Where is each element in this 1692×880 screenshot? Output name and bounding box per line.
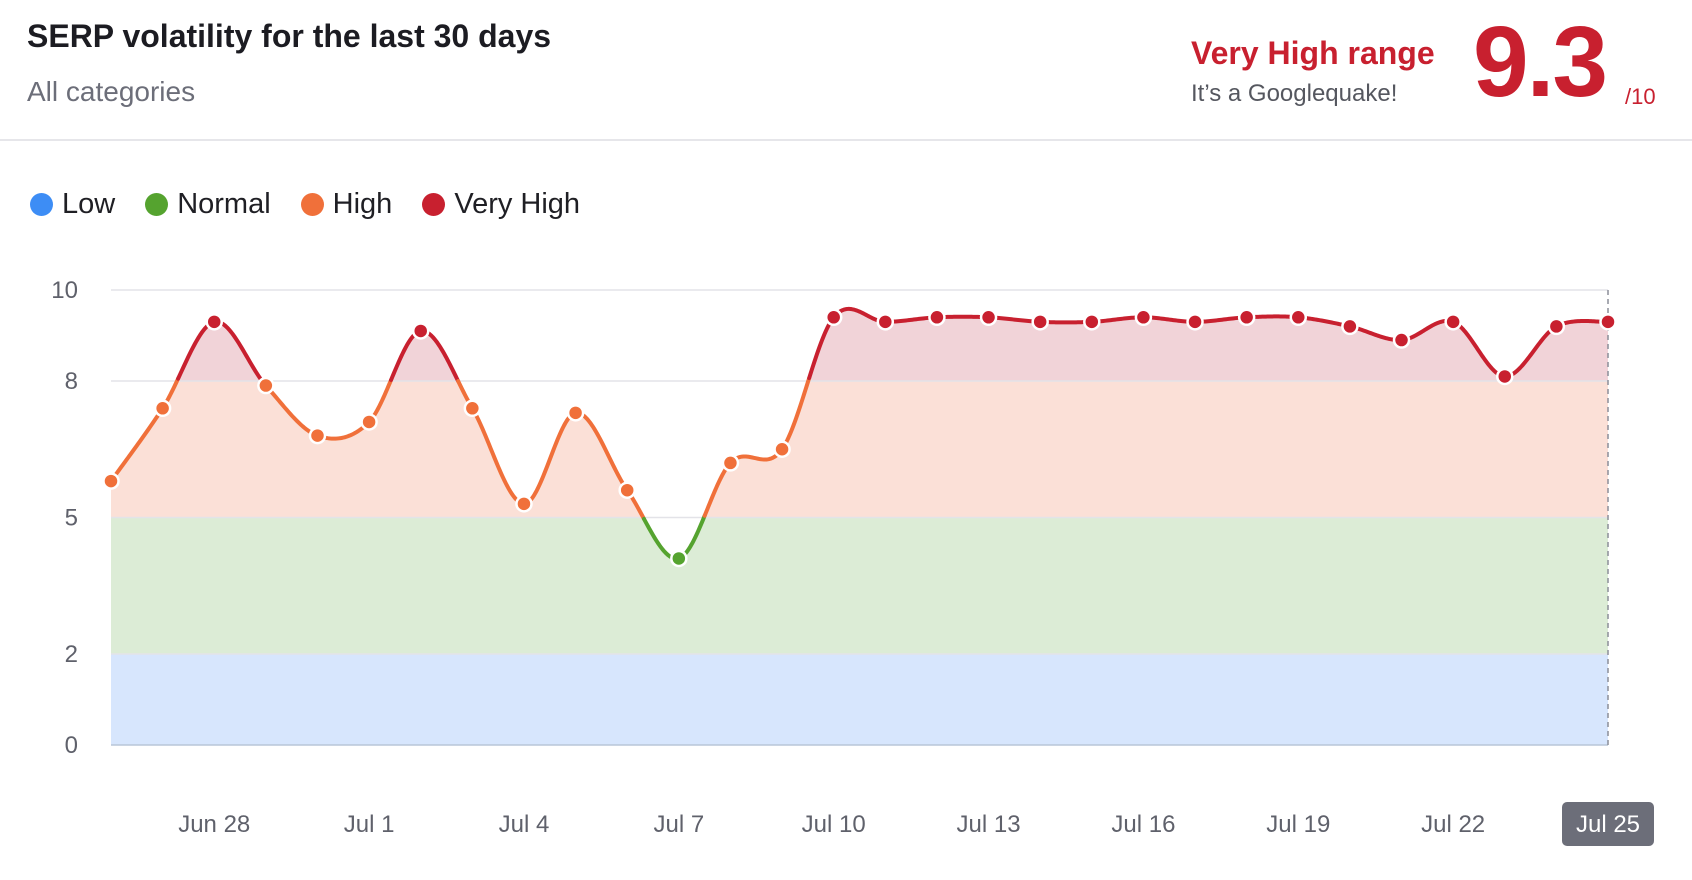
x-tick-label: Jul 4 — [499, 811, 550, 838]
legend-dot-normal-icon — [145, 193, 169, 216]
data-point — [979, 308, 998, 327]
x-tick-label: Jul 7 — [653, 811, 704, 838]
volatility-range-note: It’s a Googlequake! — [1191, 80, 1398, 107]
series-line-segment — [831, 306, 888, 324]
data-point — [1341, 317, 1359, 336]
data-point — [1392, 331, 1411, 349]
data-point — [721, 454, 740, 472]
data-point — [515, 495, 533, 513]
legend-item-low[interactable]: Low — [30, 188, 115, 221]
chart-legend: Low Normal High Very High — [30, 188, 610, 221]
data-point — [1547, 317, 1566, 336]
data-point — [308, 426, 327, 445]
data-point — [102, 472, 120, 490]
data-point — [1083, 313, 1101, 331]
x-tick-label: Jul 16 — [1111, 811, 1175, 838]
data-point — [1599, 313, 1617, 331]
data-point — [618, 481, 636, 499]
series-line-segment — [263, 383, 320, 438]
x-tick-label: Jun 28 — [178, 811, 250, 838]
legend-label-low: Low — [62, 188, 116, 220]
series-line-segment — [470, 406, 526, 506]
area-mask — [111, 270, 1608, 559]
highlighted-date-badge — [1562, 802, 1654, 846]
data-point — [153, 399, 172, 418]
series-line-segment — [573, 410, 630, 493]
data-point — [1289, 308, 1308, 327]
data-point — [463, 399, 482, 418]
series-line-segment — [315, 419, 372, 441]
data-point — [1444, 313, 1462, 331]
data-point — [411, 322, 430, 340]
data-point — [205, 313, 223, 331]
volatility-score: 9.3 — [1473, 6, 1608, 118]
category-filter-label: All categories — [27, 76, 196, 107]
band-normal — [111, 517, 1608, 654]
data-point — [257, 376, 275, 395]
series-line-segment — [1451, 319, 1507, 379]
data-point — [876, 313, 895, 331]
legend-dot-high-icon — [300, 193, 324, 216]
highlighted-date-label: Jul 25 — [1576, 811, 1640, 838]
y-tick-label: 8 — [65, 368, 78, 395]
data-point — [360, 413, 378, 431]
legend-dot-low-icon — [30, 193, 53, 216]
series-line-segment — [728, 447, 785, 465]
legend-label-high: High — [332, 188, 393, 220]
x-tick-label: Jul 22 — [1421, 811, 1485, 838]
legend-item-normal[interactable]: Normal — [145, 188, 271, 221]
volatility-range-label: Very High range — [1191, 35, 1435, 71]
x-tick-label: Jul 13 — [957, 811, 1021, 838]
x-tick-label: Jul 10 — [802, 811, 866, 838]
y-tick-label: 0 — [65, 732, 78, 759]
chart-title: SERP volatility for the last 30 days — [27, 18, 552, 54]
legend-label-very-high: Very High — [454, 188, 581, 220]
data-point — [566, 404, 585, 422]
series-line-segment — [1502, 324, 1559, 379]
data-point — [1031, 313, 1049, 331]
legend-label-normal: Normal — [177, 188, 271, 220]
y-tick-label: 5 — [65, 505, 78, 532]
data-point — [773, 440, 791, 458]
legend-item-very-high[interactable]: Very High — [422, 188, 580, 221]
series-line-segment — [521, 410, 578, 506]
series-line-segment — [109, 406, 165, 484]
data-point — [1134, 308, 1153, 327]
chart-header: SERP volatility for the last 30 days All… — [0, 0, 1692, 141]
data-point — [928, 308, 946, 327]
data-point — [824, 308, 843, 327]
x-tick-label: Jul 19 — [1266, 811, 1330, 838]
data-point — [670, 549, 688, 568]
legend-dot-very-high-icon — [422, 193, 446, 216]
data-point — [1186, 313, 1204, 331]
legend-item-high[interactable]: High — [300, 188, 393, 221]
y-tick-label: 2 — [65, 641, 78, 668]
band-low — [111, 654, 1608, 745]
data-point — [1237, 308, 1256, 327]
x-tick-label: Jul 1 — [344, 811, 395, 838]
series-line-segment — [780, 376, 812, 452]
volatility-score-max: /10 — [1625, 84, 1656, 109]
data-point — [1496, 367, 1514, 386]
y-tick-label: 10 — [51, 277, 78, 304]
